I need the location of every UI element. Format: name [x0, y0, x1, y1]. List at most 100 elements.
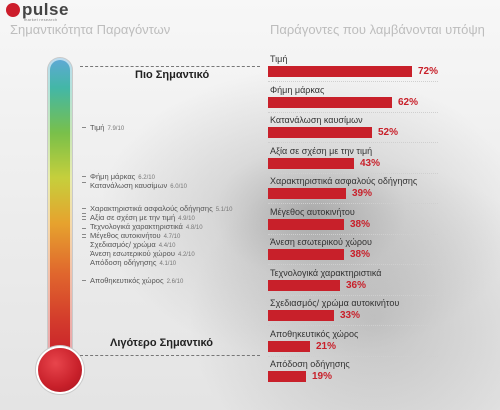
importance-score: 7.9/10 [107, 126, 125, 132]
importance-score: 4.9/10 [178, 216, 195, 222]
bar-separator [268, 111, 438, 113]
bar-separator [268, 325, 438, 326]
importance-label: Χαρακτηριστικά ασφαλούς οδήγησης 5.1/10 [90, 204, 232, 215]
importance-factor-name: Τιμή [90, 123, 105, 132]
bar [268, 188, 346, 199]
bar-value-label: 43% [360, 157, 381, 169]
importance-factor-name: Αξία σε σχέση με την τιμή [90, 213, 176, 222]
importance-heading: Σημαντικότητα Παραγόντων [10, 22, 171, 37]
thermometer [38, 58, 82, 403]
bar-value-label: 38% [350, 218, 371, 230]
bar-value-label: 21% [316, 340, 337, 352]
importance-label: Μέγεθος αυτοκινήτου 4.7/10 [90, 231, 180, 242]
bar-value-label: 62% [398, 96, 419, 108]
bar-separator [268, 233, 438, 235]
top-dash-line [80, 66, 260, 67]
importance-tick [82, 219, 86, 220]
bar-separator [268, 81, 438, 82]
pulse-logo-mark [6, 3, 20, 17]
bar-label: Σχεδιασμός/ χρώμα αυτοκινήτου [270, 298, 400, 308]
bar [268, 127, 372, 138]
importance-score: 6.2/10 [138, 175, 155, 181]
importance-tick [82, 237, 86, 238]
importance-label: Αξία σε σχέση με την τιμή 4.9/10 [90, 213, 195, 224]
brand-tagline: market research [24, 17, 58, 22]
bar-separator [268, 294, 438, 296]
bar [268, 249, 344, 260]
bar-separator [268, 142, 438, 143]
importance-factor-name: Άνεση εσωτερικού χώρου [90, 249, 175, 258]
importance-tick [82, 127, 86, 128]
importance-tick [82, 228, 86, 229]
bar-label: Χαρακτηριστικά ασφαλούς οδήγησης [270, 176, 418, 186]
bar [268, 310, 334, 321]
bar-label: Απόδοση οδήγησης [270, 359, 350, 369]
bar [268, 96, 392, 108]
importance-label: Τεχνολογικά χαρακτηριστικά 4.8/10 [90, 222, 203, 233]
bar-value-label: 19% [312, 371, 333, 382]
bar-separator [268, 172, 438, 174]
importance-score: 4.2/10 [177, 252, 195, 258]
bar-label: Αποθηκευτικός χώρος [270, 328, 359, 339]
bar [268, 157, 354, 169]
importance-label: Απόδοση οδήγησης 4.1/10 [90, 258, 176, 269]
bar-label: Άνεση εσωτερικού χώρου [270, 237, 372, 247]
least-important-label: Λιγότερο Σημαντικό [110, 337, 214, 349]
bar-label: Τεχνολογικά χαρακτηριστικά [270, 267, 382, 278]
importance-factor-name: Χαρακτηριστικά ασφαλούς οδήγησης [90, 204, 213, 213]
bar-label: Μέγεθος αυτοκινήτου [270, 206, 355, 217]
bar [268, 340, 310, 352]
pulse-logo: pulse market research [6, 0, 76, 22]
bar-value-label: 72% [418, 66, 439, 77]
importance-score: 4.1/10 [159, 261, 177, 267]
importance-label: Τιμή 7.9/10 [90, 123, 124, 134]
importance-factor-name: Απόδοση οδήγησης [90, 258, 157, 267]
bar-value-label: 52% [378, 127, 399, 138]
importance-tick [82, 182, 86, 183]
bar-value-label: 33% [340, 310, 361, 321]
importance-score: 5.1/10 [215, 207, 233, 213]
bar-separator [268, 203, 438, 204]
bar-value-label: 36% [346, 279, 367, 291]
importance-tick [82, 208, 86, 209]
bar-value-label: 39% [352, 188, 373, 199]
bar [268, 66, 412, 77]
bar-separator [268, 264, 438, 265]
bar-label: Τιμή [270, 54, 288, 64]
importance-label: Φήμη μάρκας 6.2/10 [90, 172, 155, 183]
importance-score: 6.0/10 [170, 184, 187, 190]
importance-factor-name: Κατανάλωση καυσίμων [90, 181, 168, 190]
importance-score: 4.4/10 [158, 243, 176, 249]
importance-score: 2.6/10 [166, 279, 184, 285]
importance-label: Σχεδιασμός/ χρώμα 4.4/10 [90, 240, 175, 251]
thermometer-tube [48, 58, 72, 358]
importance-score: 4.7/10 [163, 234, 181, 240]
thermometer-bulb [38, 348, 82, 392]
bar-label: Φήμη μάρκας [270, 84, 325, 95]
importance-tick [82, 234, 86, 235]
importance-factor-name: Μέγεθος αυτοκινήτου [90, 231, 161, 240]
importance-factor-name: Σχεδιασμός/ χρώμα [90, 240, 156, 249]
bar-value-label: 38% [350, 249, 371, 260]
bottom-dash-line [80, 355, 260, 356]
importance-tick [82, 213, 86, 214]
importance-factor-name: Φήμη μάρκας [90, 172, 136, 181]
brand-name: pulse [22, 0, 69, 19]
bar-label: Αξία σε σχέση με την τιμή [270, 145, 373, 156]
bar-separator [268, 355, 438, 357]
factors-heading: Παράγοντες που λαμβάνονται υπόψη [270, 22, 485, 37]
importance-score: 4.8/10 [185, 225, 203, 231]
bar [268, 371, 306, 382]
importance-tick [82, 176, 86, 177]
importance-factor-name: Τεχνολογικά χαρακτηριστικά [90, 222, 183, 231]
importance-tick [82, 216, 86, 217]
importance-label: Κατανάλωση καυσίμων 6.0/10 [90, 181, 187, 192]
importance-tick [82, 280, 86, 281]
bar [268, 218, 344, 230]
bar-label: Κατανάλωση καυσίμων [270, 115, 363, 125]
importance-label: Άνεση εσωτερικού χώρου 4.2/10 [90, 249, 195, 260]
importance-label: Αποθηκευτικός χώρος 2.6/10 [90, 276, 183, 287]
bar [268, 279, 340, 291]
most-important-label: Πιο Σημαντικό [135, 69, 210, 81]
